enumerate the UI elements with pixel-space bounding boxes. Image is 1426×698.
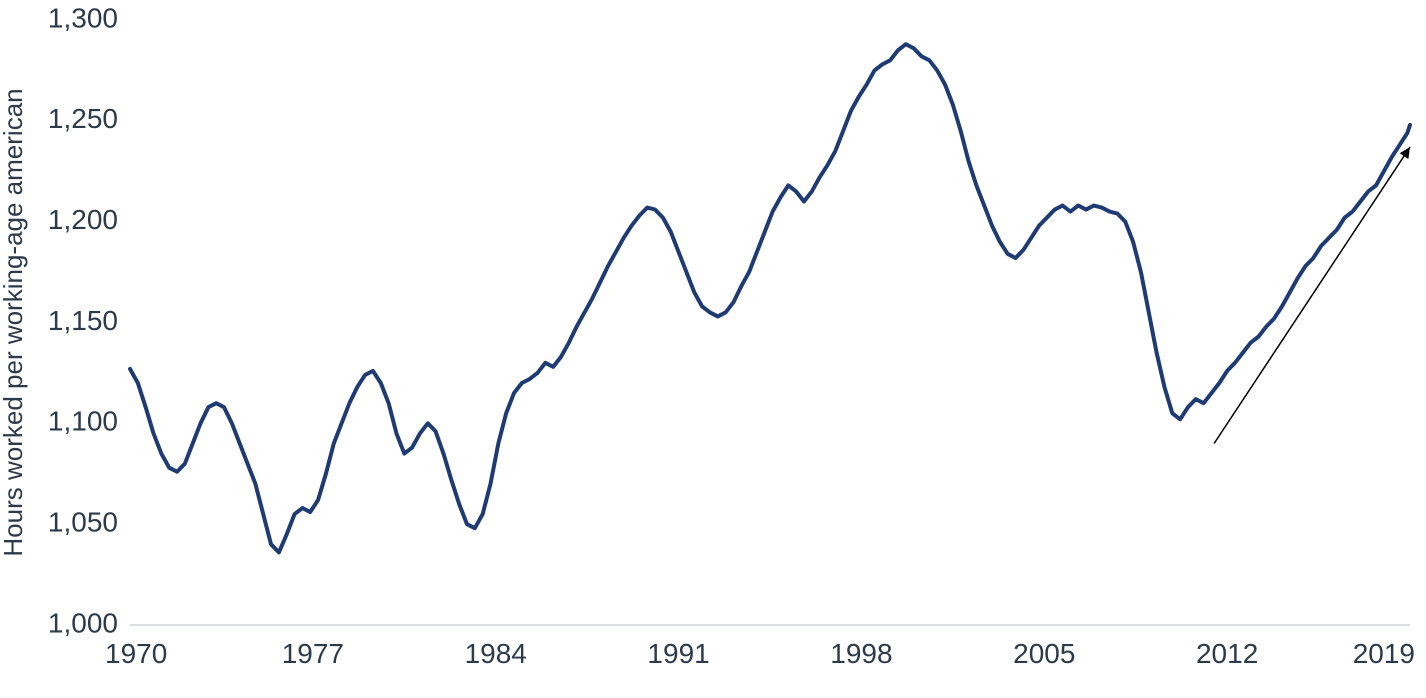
x-tick-label: 2005	[1013, 638, 1075, 669]
y-tick-label: 1,100	[48, 406, 118, 437]
x-tick-label: 1984	[465, 638, 527, 669]
x-tick-label: 1991	[647, 638, 709, 669]
x-tick-label: 2019	[1353, 638, 1415, 669]
chart-svg: 1,000 1,050 1,100 1,150 1,200 1,250 1,300 1970 1…	[0, 0, 1426, 698]
x-tick-label: 1970	[105, 638, 167, 669]
line-chart: 1,000 1,050 1,100 1,150 1,200 1,250 1,300 1970 1…	[0, 0, 1426, 698]
y-tick-label: 1,300	[48, 2, 118, 33]
y-tick-label: 1,250	[48, 103, 118, 134]
x-tick-label: 2012	[1196, 638, 1258, 669]
x-tick-label: 1998	[830, 638, 892, 669]
y-tick-label: 1,200	[48, 204, 118, 235]
y-tick-label: 1,050	[48, 507, 118, 538]
x-tick-label: 1977	[282, 638, 344, 669]
y-tick-label: 1,150	[48, 305, 118, 336]
y-axis-title: Hours worked per working-age american	[0, 88, 28, 556]
y-tick-label: 1,000	[48, 607, 118, 638]
